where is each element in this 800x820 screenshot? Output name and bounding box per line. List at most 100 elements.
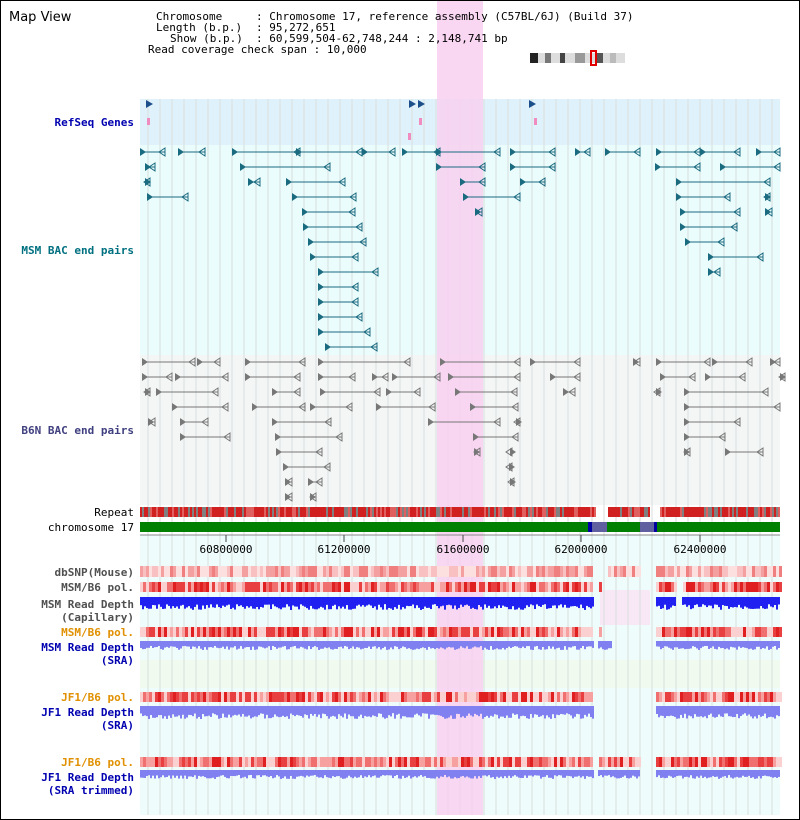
b6n-bac-pair-end[interactable] [505, 447, 513, 457]
b6n-bac-pair-end[interactable] [563, 388, 569, 396]
msm-bac-pair-end[interactable] [286, 178, 292, 186]
b6n-bac-pair-end[interactable] [201, 417, 209, 427]
b6n-bac-pair-end[interactable] [633, 357, 641, 367]
msm-bac-pair-end[interactable] [302, 208, 308, 216]
b6n-bac-pair-end[interactable] [683, 447, 691, 457]
msm-bac-pair-end[interactable] [240, 163, 246, 171]
b6n-bac-pair-end[interactable] [293, 387, 301, 397]
b6n-bac-pair-end[interactable] [684, 403, 690, 411]
msm-bac-pair-end[interactable] [436, 148, 442, 156]
b6n-bac-pair-end[interactable] [684, 433, 690, 441]
b6n-bac-pair-end[interactable] [298, 357, 306, 367]
b6n-bac-pair-end[interactable] [320, 388, 326, 396]
msm-bac-pair-end[interactable] [538, 177, 546, 187]
msm-bac-pair-end[interactable] [296, 148, 302, 156]
msm-bac-pair-end[interactable] [633, 147, 641, 157]
msm-bac-pair-end[interactable] [680, 208, 686, 216]
b6n-bac-pair-end[interactable] [245, 358, 251, 366]
b6n-bac-pair-end[interactable] [376, 403, 382, 411]
b6n-bac-pair-end[interactable] [345, 402, 353, 412]
msm-bac-pair-end[interactable] [363, 327, 371, 337]
gene-exon[interactable] [147, 118, 150, 125]
b6n-bac-pair-end[interactable] [180, 433, 186, 441]
b6n-bac-pair-end[interactable] [310, 403, 316, 411]
b6n-bac-pair-end[interactable] [568, 387, 576, 397]
track-label-msm-bac[interactable]: MSM BAC end pairs [21, 244, 134, 257]
b6n-bac-pair-end[interactable] [761, 387, 769, 397]
b6n-bac-pair-end[interactable] [386, 388, 392, 396]
msm-bac-pair-end[interactable] [493, 147, 501, 157]
b6n-bac-pair-end[interactable] [653, 387, 661, 397]
msm-bac-pair-end[interactable] [763, 192, 771, 202]
gene-feature[interactable] [409, 100, 416, 108]
msm-bac-pair-end[interactable] [655, 163, 661, 171]
b6n-bac-pair-end[interactable] [148, 418, 154, 426]
msm-bac-pair-end[interactable] [388, 147, 396, 157]
b6n-bac-pair-end[interactable] [272, 388, 278, 396]
b6n-bac-pair-end[interactable] [511, 402, 519, 412]
b6n-bac-pair-end[interactable] [197, 358, 203, 366]
b6n-bac-pair-end[interactable] [573, 372, 581, 382]
b6n-bac-pair-end[interactable] [688, 372, 696, 382]
b6n-bac-pair-end[interactable] [510, 387, 518, 397]
msm-bac-pair-end[interactable] [351, 252, 359, 262]
msm-bac-pair-end[interactable] [145, 163, 151, 171]
msm-bac-pair-end[interactable] [717, 237, 725, 247]
msm-bac-pair-end[interactable] [351, 297, 359, 307]
track-label-jf1-depth-sra[interactable]: JF1 Read Depth [41, 706, 134, 719]
b6n-bac-pair-end[interactable] [348, 372, 356, 382]
b6n-bac-pair-end[interactable] [428, 418, 434, 426]
msm-bac-pair-end[interactable] [178, 148, 184, 156]
msm-bac-pair-end[interactable] [765, 208, 771, 216]
b6n-bac-pair-end[interactable] [223, 432, 231, 442]
msm-bac-pair-end[interactable] [763, 177, 771, 187]
msm-bac-pair-end[interactable] [303, 223, 309, 231]
b6n-bac-pair-end[interactable] [283, 463, 289, 471]
b6n-bac-pair-end[interactable] [448, 373, 454, 381]
b6n-bac-pair-end[interactable] [684, 388, 690, 396]
msm-bac-pair-end[interactable] [355, 222, 363, 232]
b6n-bac-pair-end[interactable] [778, 372, 786, 382]
msm-bac-pair-end[interactable] [355, 312, 363, 322]
b6n-bac-pair-end[interactable] [530, 358, 536, 366]
b6n-bac-pair-end[interactable] [213, 357, 221, 367]
b6n-bac-pair-end[interactable] [318, 358, 324, 366]
b6n-bac-pair-end[interactable] [470, 403, 476, 411]
b6n-bac-pair-end[interactable] [513, 357, 521, 367]
msm-bac-pair-end[interactable] [308, 238, 314, 246]
msm-bac-pair-end[interactable] [513, 192, 521, 202]
msm-bac-pair-end[interactable] [359, 237, 367, 247]
msm-bac-pair-end[interactable] [349, 192, 357, 202]
b6n-bac-pair-end[interactable] [440, 358, 446, 366]
b6n-bac-pair-end[interactable] [684, 418, 690, 426]
msm-bac-pair-end[interactable] [685, 238, 691, 246]
gene-exon[interactable] [534, 118, 537, 125]
msm-bac-pair-end[interactable] [198, 147, 206, 157]
b6n-bac-pair-end[interactable] [513, 417, 521, 427]
b6n-bac-pair-end[interactable] [221, 372, 229, 382]
msm-bac-pair-end[interactable] [460, 178, 466, 186]
msm-bac-pair-end[interactable] [730, 222, 738, 232]
track-label-msm-depth-cap[interactable]: MSM Read Depth [41, 598, 134, 611]
msm-bac-pair-end[interactable] [318, 298, 324, 306]
msm-bac-pair-end[interactable] [708, 268, 714, 276]
b6n-bac-pair-end[interactable] [573, 357, 581, 367]
b6n-bac-pair-end[interactable] [513, 372, 521, 382]
msm-bac-pair-end[interactable] [325, 343, 331, 351]
msm-bac-pair-end[interactable] [756, 148, 762, 156]
msm-bac-pair-end[interactable] [656, 148, 662, 156]
b6n-bac-pair-end[interactable] [293, 372, 301, 382]
b6n-bac-pair-end[interactable] [148, 417, 156, 427]
msm-bac-pair-end[interactable] [478, 177, 486, 187]
msm-bac-pair-end[interactable] [318, 268, 324, 276]
b6n-bac-pair-end[interactable] [315, 447, 323, 457]
b6n-bac-pair-end[interactable] [372, 373, 378, 381]
b6n-bac-pair-end[interactable] [142, 358, 148, 366]
msm-bac-pair-end[interactable] [253, 177, 261, 187]
b6n-bac-pair-end[interactable] [392, 373, 398, 381]
msm-bac-pair-end[interactable] [475, 207, 483, 217]
b6n-bac-pair-end[interactable] [550, 373, 556, 381]
b6n-bac-pair-end[interactable] [738, 372, 746, 382]
msm-bac-pair-end[interactable] [248, 178, 254, 186]
b6n-bac-pair-end[interactable] [310, 493, 316, 501]
